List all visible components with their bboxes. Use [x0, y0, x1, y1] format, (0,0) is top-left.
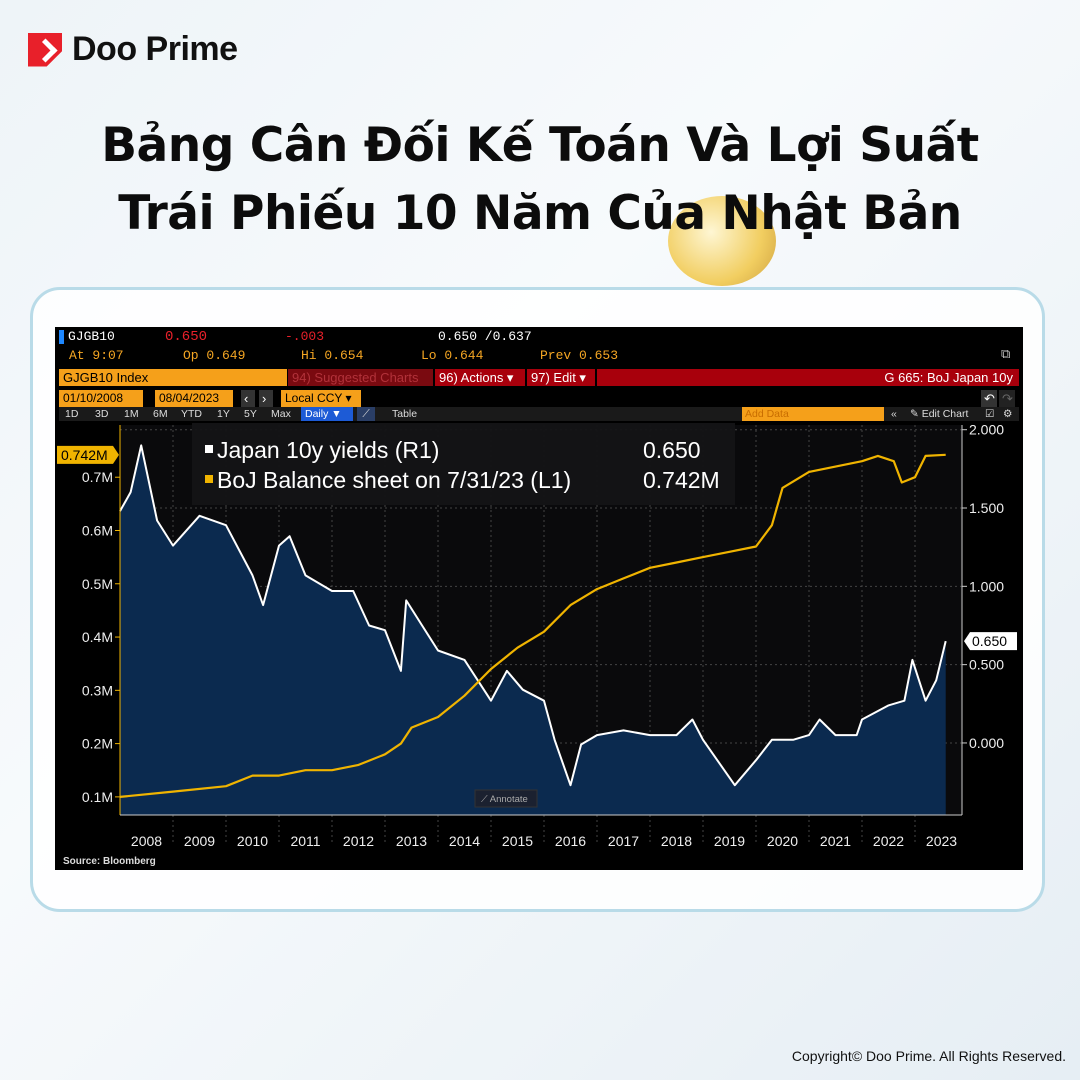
popout-icon[interactable]: ⧉ — [1001, 347, 1011, 362]
coin-decoration-icon — [668, 196, 776, 286]
left-tick-label: 0.1M — [82, 789, 113, 805]
edit-menu[interactable]: 97) Edit ▾ — [527, 369, 595, 386]
period-1y[interactable]: 1Y — [217, 408, 230, 420]
chart-type-icon[interactable]: ⟋ — [357, 407, 375, 421]
copyright: Copyright© Doo Prime. All Rights Reserve… — [791, 1048, 1066, 1064]
balance-sheet-series-line — [119, 453, 946, 798]
yield-series-line — [119, 444, 947, 787]
open: Op 0.649 — [183, 348, 246, 363]
chart-name: G 665: BoJ Japan 10y — [597, 369, 1019, 386]
legend-value: 0.742M — [643, 467, 720, 493]
x-tick-label: 2023 — [926, 833, 957, 849]
x-tick-label: 2014 — [449, 833, 480, 849]
x-tick-label: 2011 — [290, 833, 320, 849]
legend-swatch — [205, 475, 213, 483]
edit-icon[interactable]: ☑ — [985, 408, 995, 420]
right-last-value-badge — [964, 632, 1017, 651]
x-tick-label: 2022 — [873, 833, 904, 849]
settings-gear-icon[interactable]: ⚙ — [1003, 408, 1013, 420]
legend-swatch — [205, 445, 213, 453]
last-price: 0.650 — [165, 329, 208, 345]
x-tick-label: 2016 — [555, 833, 586, 849]
add-data-input[interactable]: Add Data — [742, 407, 884, 421]
right-tick-label: 0.000 — [969, 735, 1004, 751]
period-max[interactable]: Max — [271, 408, 291, 420]
period-5y[interactable]: 5Y — [244, 408, 257, 420]
brand-name: Doo Prime — [72, 30, 238, 68]
legend-box — [192, 423, 735, 505]
period-6m[interactable]: 6M — [153, 408, 168, 420]
time: At 9:07 — [69, 348, 124, 363]
left-last-value-label: 0.742M — [61, 447, 108, 463]
ticker: GJGB10 — [68, 329, 115, 344]
prev-arrow-button[interactable]: ‹ — [241, 390, 255, 407]
table-button[interactable]: Table — [392, 408, 418, 420]
x-tick-label: 2013 — [396, 833, 427, 849]
x-tick-label: 2008 — [131, 833, 162, 849]
collapse-icon[interactable]: « — [891, 408, 897, 420]
low: Lo 0.644 — [421, 348, 484, 363]
high: Hi 0.654 — [301, 348, 364, 363]
period-1m[interactable]: 1M — [124, 408, 139, 420]
security-field[interactable]: GJGB10 Index — [59, 369, 287, 386]
x-tick-label: 2010 — [237, 833, 268, 849]
annotate-button[interactable] — [474, 789, 538, 808]
frequency-select[interactable]: Daily ▼ — [301, 407, 353, 421]
brand-logo: Doo Prime — [28, 30, 238, 69]
doo-prime-logo-icon — [28, 32, 62, 67]
left-tick-label: 0.4M — [82, 629, 113, 645]
ticker-marker — [59, 330, 64, 344]
left-tick-label: 0.2M — [82, 736, 113, 752]
prev: Prev 0.653 — [540, 348, 619, 363]
start-date-input[interactable]: 01/10/2008 — [59, 390, 143, 407]
edit-chart-button[interactable]: ✎ Edit Chart — [910, 408, 969, 420]
left-tick-label: 0.6M — [82, 522, 113, 538]
legend-label: BoJ Balance sheet on 7/31/23 (L1) — [217, 467, 571, 493]
x-tick-label: 2009 — [184, 833, 215, 849]
x-tick-label: 2012 — [343, 833, 374, 849]
period-3d[interactable]: 3D — [95, 408, 109, 420]
right-last-value-label: 0.650 — [972, 633, 1007, 649]
period-1d[interactable]: 1D — [65, 408, 79, 420]
yield-area — [120, 445, 946, 815]
x-tick-label: 2021 — [820, 833, 851, 849]
page-title: Bảng Cân Đối Kế Toán Và Lợi Suất Trái Ph… — [0, 112, 1080, 248]
legend-label: Japan 10y yields (R1) — [217, 437, 439, 463]
actions-menu[interactable]: 96) Actions ▾ — [435, 369, 525, 386]
left-tick-label: 0.7M — [82, 469, 113, 485]
left-tick-label: 0.5M — [82, 576, 113, 592]
x-tick-label: 2015 — [502, 833, 533, 849]
suggested-charts-button[interactable]: 94) Suggested Charts — [288, 369, 433, 386]
period-ytd[interactable]: YTD — [181, 408, 202, 420]
x-tick-label: 2019 — [714, 833, 745, 849]
x-tick-label: 2017 — [608, 833, 639, 849]
source-note: Source: Bloomberg — [63, 856, 156, 867]
end-date-input[interactable]: 08/04/2023 — [155, 390, 233, 407]
title-line-2: Trái Phiếu 10 Năm Của Nhật Bản — [118, 186, 962, 241]
price-change: -.003 — [285, 329, 325, 344]
right-tick-label: 0.500 — [969, 657, 1004, 673]
left-tick-label: 0.3M — [82, 682, 113, 698]
annotate-label: ⟋ Annotate — [481, 794, 528, 805]
next-arrow-button[interactable]: › — [259, 390, 273, 407]
bloomberg-terminal: GJGB10 0.650 -.003 0.650 /0.637 At 9:07 … — [55, 327, 1023, 870]
right-tick-label: 1.000 — [969, 578, 1004, 594]
title-line-1: Bảng Cân Đối Kế Toán Và Lợi Suất — [101, 118, 979, 173]
legend-value: 0.650 — [643, 437, 701, 463]
x-tick-label: 2020 — [767, 833, 798, 849]
currency-select[interactable]: Local CCY ▾ — [281, 390, 361, 407]
right-tick-label: 2.000 — [969, 422, 1004, 438]
bid-ask: 0.650 /0.637 — [438, 329, 532, 344]
right-tick-label: 1.500 — [969, 500, 1004, 516]
x-tick-label: 2018 — [661, 833, 692, 849]
left-last-value-badge — [57, 445, 119, 464]
undo-icon[interactable]: ↶ — [981, 390, 997, 407]
chart: 0.1M 0.2M 0.3M 0.4M 0.5M 0.6M 0.7M 0.000 0.500 1.… — [57, 422, 1017, 849]
redo-icon[interactable]: ↷ — [999, 390, 1015, 407]
